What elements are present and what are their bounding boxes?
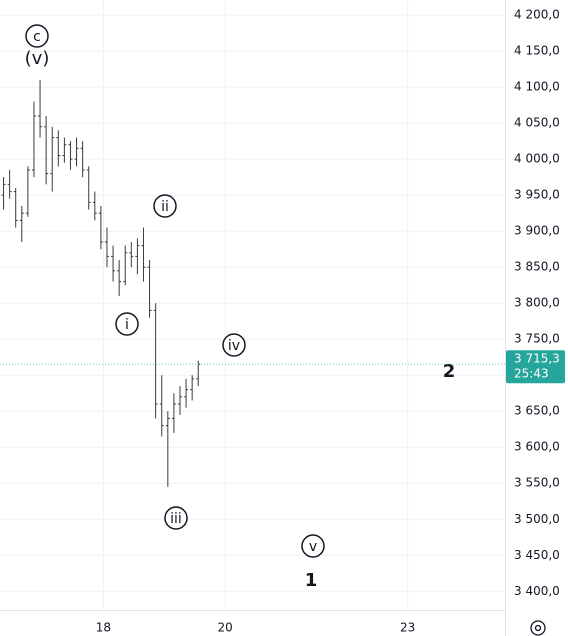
y-tick-label: 3 550,0: [514, 476, 560, 490]
price-bars: [1, 79, 201, 487]
grid: [0, 0, 505, 610]
wave-label: iii: [170, 511, 182, 527]
last-price-label: 3 715,3: [514, 352, 560, 366]
y-tick-label: 3 400,0: [514, 584, 560, 598]
wave-degree-label: 2: [443, 361, 456, 382]
gear-outline: [530, 620, 546, 636]
wave-circle: [164, 506, 188, 530]
wave-degree-label: 1: [305, 570, 318, 591]
wave-label: c: [33, 29, 41, 45]
wave-circle: [153, 194, 177, 218]
wave-circle: [115, 312, 139, 336]
y-tick-label: 3 750,0: [514, 332, 560, 346]
wave-circle: [25, 24, 49, 48]
wave-label: i: [125, 317, 129, 333]
y-tick-label: 4 200,0: [514, 8, 560, 22]
x-tick-label: 20: [217, 621, 232, 635]
wave-degree-label: (v): [25, 48, 50, 69]
y-tick-label: 4 150,0: [514, 44, 560, 58]
wave-circle: [301, 534, 325, 558]
settings-icon[interactable]: [530, 620, 546, 636]
y-tick-label: 3 500,0: [514, 512, 560, 526]
countdown-label: 25:43: [514, 367, 549, 381]
y-tick-label: 4 100,0: [514, 80, 560, 94]
wave-label: v: [309, 539, 317, 555]
y-tick-label: 3 600,0: [514, 440, 560, 454]
y-tick-label: 4 050,0: [514, 116, 560, 130]
y-tick-label: 3 650,0: [514, 404, 560, 418]
y-tick-label: 3 950,0: [514, 188, 560, 202]
y-tick-label: 3 900,0: [514, 224, 560, 238]
y-tick-label: 3 850,0: [514, 260, 560, 274]
x-tick-label: 23: [400, 621, 415, 635]
last-price-tag: [506, 350, 565, 384]
wave-label: ii: [161, 199, 169, 215]
gear-center: [534, 624, 542, 632]
y-tick-label: 3 450,0: [514, 548, 560, 562]
y-tick-label: 4 000,0: [514, 152, 560, 166]
y-tick-label: 3 800,0: [514, 296, 560, 310]
wave-label: iv: [228, 338, 240, 354]
x-tick-label: 18: [96, 621, 111, 635]
wave-circle: [222, 333, 246, 357]
